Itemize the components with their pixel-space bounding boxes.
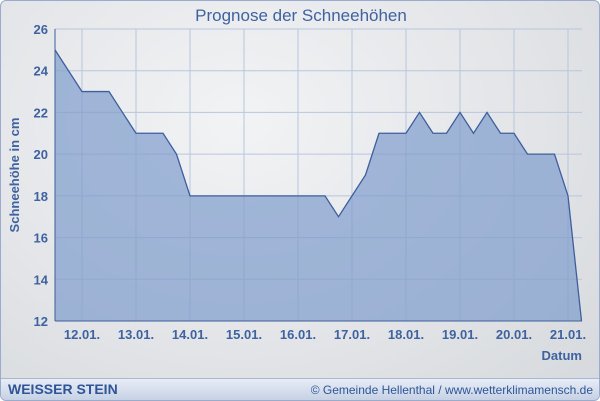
snow-depth-area <box>55 49 582 321</box>
y-tick-label: 20 <box>34 147 48 162</box>
x-tick-label: 14.01. <box>172 327 208 342</box>
y-axis-label: Schneehöhe in cm <box>7 118 22 233</box>
y-tick-label: 24 <box>34 64 49 79</box>
y-tick-label: 22 <box>34 105 48 120</box>
x-axis-label: Datum <box>542 348 582 363</box>
y-tick-label: 18 <box>34 189 48 204</box>
copyright-text: © Gemeinde Hellenthal / www.wetterklimam… <box>310 383 593 397</box>
x-tick-label: 16.01. <box>280 327 316 342</box>
y-tick-label: 12 <box>34 314 48 329</box>
data-marks <box>54 29 583 322</box>
x-tick-label: 12.01. <box>64 327 100 342</box>
snow-depth-line <box>54 49 583 322</box>
x-tick-label: 20.01. <box>496 327 532 342</box>
x-tick-label: 19.01. <box>442 327 478 342</box>
brand-label: WEISSER STEIN <box>8 381 118 397</box>
chart-title: Prognose der Schneehöhen <box>195 6 407 25</box>
x-tick-label: 15.01. <box>226 327 262 342</box>
x-tick-label: 18.01. <box>388 327 424 342</box>
y-tick-labels: 12 14 16 18 20 22 24 26 <box>34 22 49 329</box>
footer: WEISSER STEIN © Gemeinde Hellenthal / ww… <box>1 378 599 400</box>
y-tick-label: 26 <box>34 22 48 37</box>
x-tick-label: 13.01. <box>118 327 154 342</box>
x-tick-label: 21.01. <box>550 327 586 342</box>
y-tick-label: 14 <box>34 272 49 287</box>
x-tick-labels: 12.01. 13.01. 14.01. 15.01. 16.01. 17.01. 18.0… <box>64 327 586 342</box>
x-tick-label: 17.01. <box>334 327 370 342</box>
y-tick-label: 16 <box>34 231 48 246</box>
